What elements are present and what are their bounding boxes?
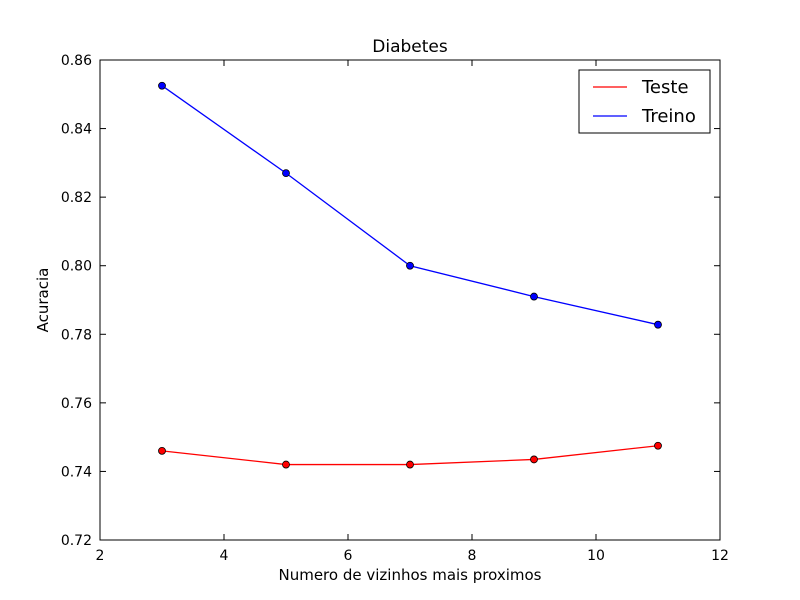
data-point-treino xyxy=(158,81,166,90)
data-point-teste xyxy=(654,441,662,450)
y-axis-label: Acuracia xyxy=(34,268,52,333)
y-tick-label: 0.78 xyxy=(61,327,92,343)
x-axis-ticks: 2 4 6 8 10 12 xyxy=(96,60,729,564)
plot-marks xyxy=(158,81,662,469)
legend-label-teste: Teste xyxy=(641,77,689,98)
data-point-teste xyxy=(282,460,290,469)
y-tick-label: 0.86 xyxy=(61,53,92,69)
y-tick-label: 0.76 xyxy=(61,396,92,412)
plot-frame xyxy=(99,59,721,541)
y-tick-label: 0.80 xyxy=(61,259,92,275)
data-point-treino xyxy=(530,292,538,301)
y-tick-label: 0.74 xyxy=(61,464,92,480)
y-tick-label: 0.72 xyxy=(61,533,92,549)
data-point-treino xyxy=(654,320,662,329)
x-axis-label: Numero de vizinhos mais proximos xyxy=(278,566,541,584)
x-tick-label: 12 xyxy=(711,548,729,564)
y-tick-label: 0.84 xyxy=(61,122,92,138)
x-tick-label: 10 xyxy=(587,548,605,564)
x-tick-label: 2 xyxy=(96,548,105,564)
x-tick-label: 4 xyxy=(220,548,229,564)
data-point-teste xyxy=(530,455,538,464)
chart-title: Diabetes xyxy=(372,37,448,57)
data-point-treino xyxy=(406,261,414,270)
legend-label-treino: Treino xyxy=(641,106,696,127)
y-tick-label: 0.82 xyxy=(61,190,92,206)
data-point-treino xyxy=(282,169,290,178)
data-point-teste xyxy=(406,460,414,469)
legend-box xyxy=(578,69,711,134)
data-point-teste xyxy=(158,446,166,455)
x-tick-label: 6 xyxy=(344,548,353,564)
y-axis-ticks: 0.72 0.74 0.76 0.78 0.80 0.82 0.84 0.86 xyxy=(61,53,720,549)
legend: Teste Treino xyxy=(578,69,711,134)
x-tick-label: 8 xyxy=(468,548,477,564)
